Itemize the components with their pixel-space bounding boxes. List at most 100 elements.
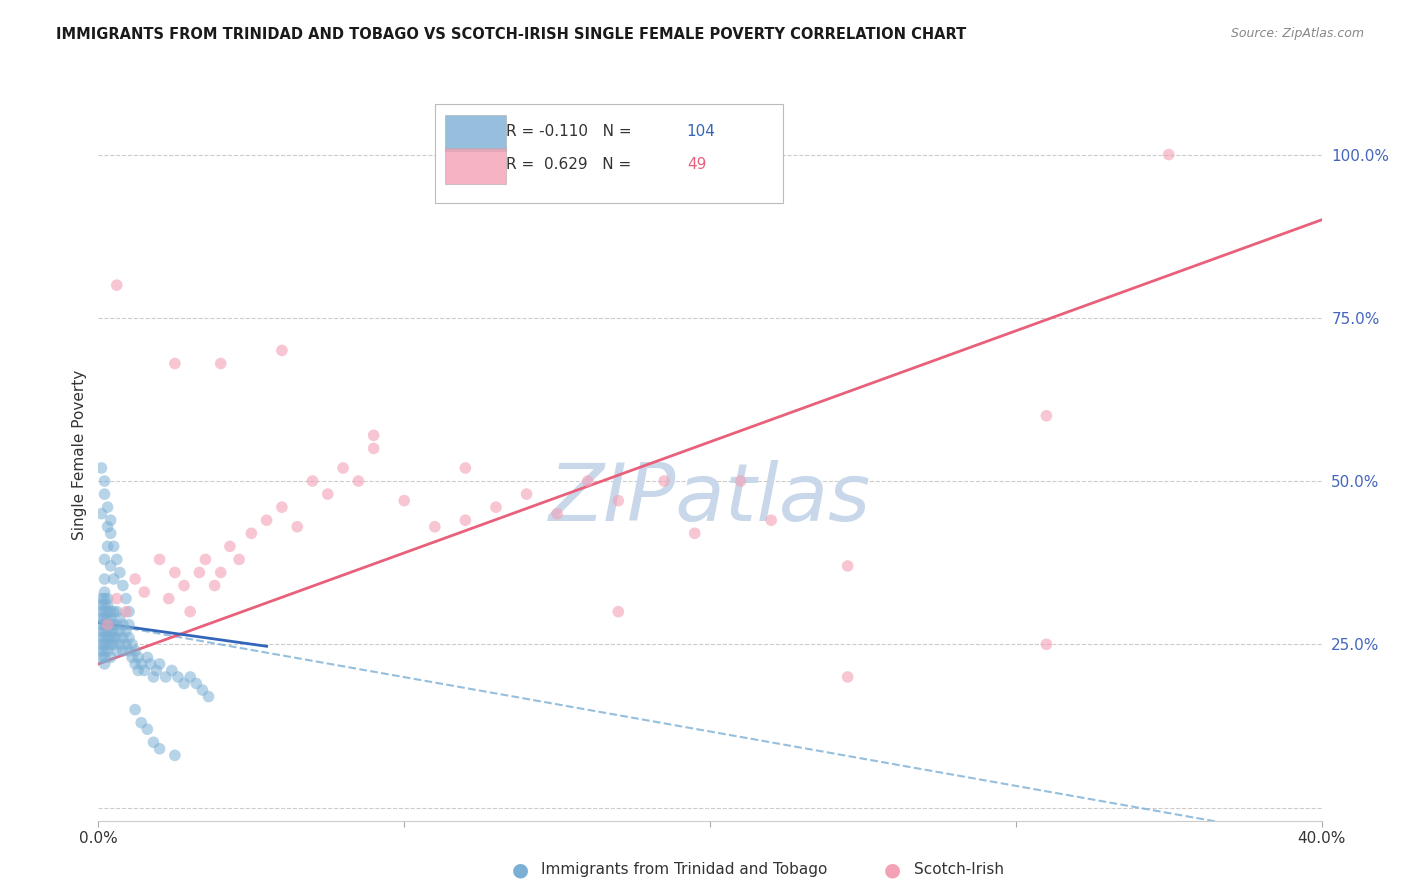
Point	[129, 657, 152, 671]
Point	[142, 670, 165, 684]
Point	[270, 500, 292, 515]
Point	[197, 690, 219, 704]
Point	[100, 558, 122, 573]
Point	[100, 513, 122, 527]
Point	[124, 657, 146, 671]
Point	[93, 585, 115, 599]
Point	[1157, 147, 1180, 161]
Point	[1035, 637, 1057, 651]
Point	[97, 644, 120, 658]
Point	[97, 631, 120, 645]
Point	[93, 650, 115, 665]
Point	[103, 605, 125, 619]
Point	[160, 664, 183, 678]
Point	[93, 487, 115, 501]
Point	[546, 507, 568, 521]
Point	[93, 605, 115, 619]
Point	[163, 748, 186, 763]
Point	[485, 500, 508, 515]
Point	[108, 637, 131, 651]
Point	[134, 664, 156, 678]
Point	[111, 631, 134, 645]
Point	[134, 585, 156, 599]
Point	[97, 539, 120, 553]
Point	[129, 715, 152, 730]
Point	[155, 670, 177, 684]
Point	[103, 572, 125, 586]
Point	[93, 591, 115, 606]
Point	[108, 624, 131, 639]
Point	[316, 487, 339, 501]
Point	[100, 526, 122, 541]
Point	[121, 650, 143, 665]
Point	[90, 631, 112, 645]
Point	[124, 644, 146, 658]
Point	[392, 493, 416, 508]
Point	[93, 598, 115, 612]
Point	[100, 617, 122, 632]
Point	[93, 611, 115, 625]
Point	[108, 566, 131, 580]
Point	[607, 605, 630, 619]
Text: ●: ●	[884, 860, 901, 880]
Point	[115, 624, 138, 639]
Point	[90, 617, 112, 632]
Point	[93, 572, 115, 586]
Point	[759, 513, 782, 527]
Point	[93, 624, 115, 639]
Point	[97, 637, 120, 651]
Point	[111, 578, 134, 592]
Point	[118, 631, 141, 645]
Point	[683, 526, 706, 541]
Point	[103, 637, 125, 651]
Point	[127, 650, 149, 665]
Point	[219, 539, 242, 553]
Point	[301, 474, 323, 488]
Point	[157, 591, 180, 606]
Point	[97, 624, 120, 639]
Point	[103, 539, 125, 553]
Point	[103, 624, 125, 639]
Point	[142, 735, 165, 749]
Point	[136, 650, 159, 665]
Text: Scotch-Irish: Scotch-Irish	[914, 863, 1004, 877]
Point	[149, 741, 172, 756]
Point	[115, 637, 138, 651]
Point	[97, 591, 120, 606]
Point	[149, 657, 172, 671]
Point	[97, 605, 120, 619]
Point	[332, 461, 354, 475]
Point	[108, 611, 131, 625]
Point	[363, 442, 385, 456]
Point	[93, 552, 115, 566]
Point	[100, 611, 122, 625]
Point	[173, 578, 195, 592]
Point	[90, 605, 112, 619]
Point	[270, 343, 292, 358]
Point	[730, 474, 752, 488]
Point	[256, 513, 278, 527]
Point	[204, 578, 226, 592]
Point	[100, 650, 122, 665]
Text: ZIPatlas: ZIPatlas	[548, 459, 872, 538]
FancyBboxPatch shape	[434, 103, 783, 202]
Point	[1035, 409, 1057, 423]
Point	[837, 670, 859, 684]
Point	[837, 558, 859, 573]
Point	[90, 507, 112, 521]
Point	[90, 644, 112, 658]
Point	[97, 617, 120, 632]
Point	[115, 605, 138, 619]
Point	[652, 474, 675, 488]
Point	[105, 278, 128, 293]
Point	[97, 611, 120, 625]
Point	[93, 631, 115, 645]
Point	[90, 591, 112, 606]
Text: IMMIGRANTS FROM TRINIDAD AND TOBAGO VS SCOTCH-IRISH SINGLE FEMALE POVERTY CORREL: IMMIGRANTS FROM TRINIDAD AND TOBAGO VS S…	[56, 27, 966, 42]
Text: R = -0.110   N =: R = -0.110 N =	[506, 124, 637, 139]
Point	[97, 598, 120, 612]
Point	[127, 664, 149, 678]
Point	[105, 631, 128, 645]
Point	[173, 676, 195, 690]
Point	[100, 605, 122, 619]
